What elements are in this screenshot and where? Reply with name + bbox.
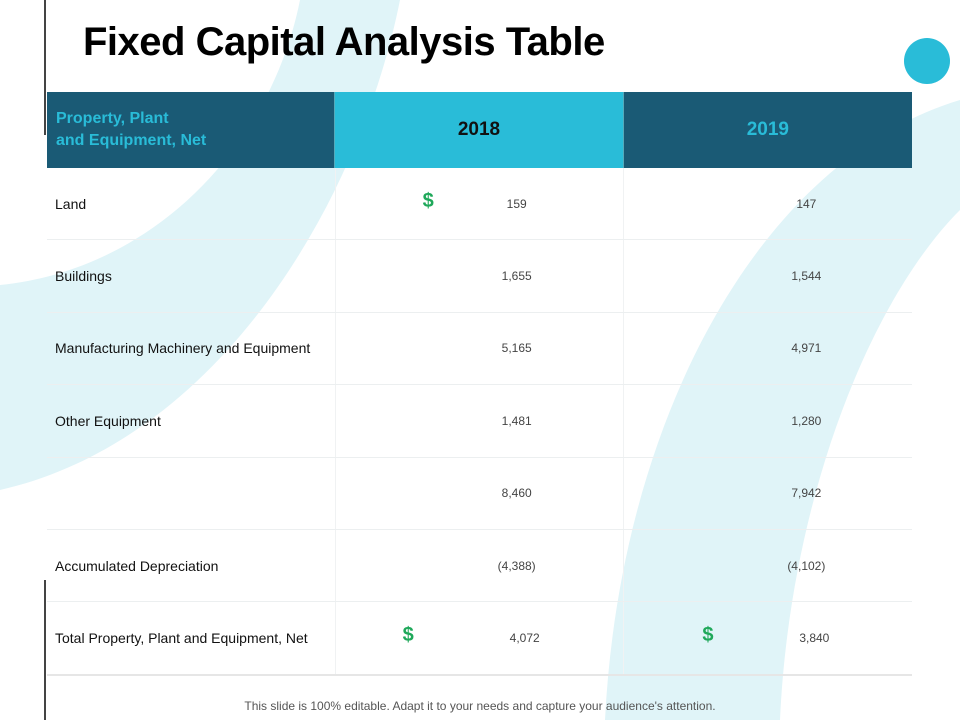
left-border-line (44, 580, 46, 720)
right-arc-shape (605, 100, 960, 720)
cell-2018: 1,655 (334, 240, 624, 312)
value-2018: 4,072 (509, 631, 540, 646)
row-label: Accumulated Depreciation (55, 557, 219, 574)
value-2019: 7,942 (791, 486, 822, 501)
table-row: Buildings 1,655 1,544 (47, 240, 912, 313)
decorative-circle (904, 38, 950, 84)
cell-2018: 5,165 (334, 312, 624, 385)
left-border-line (44, 0, 46, 135)
row-label: Land (55, 195, 87, 212)
row-label: Total Property, Plant and Equipment, Net (55, 630, 308, 647)
row-label: Other Equipment (55, 412, 161, 429)
cell-2019: 1,544 (623, 240, 912, 312)
value-2019: 147 (796, 196, 817, 211)
cell-2019: 1,280 (623, 385, 912, 457)
cell-2019: 4,971 (623, 312, 912, 385)
cell-2018: 8,460 (334, 457, 624, 529)
value-2019: 1,544 (791, 269, 822, 284)
dollar-icon: $ (422, 189, 434, 212)
row-label: Manufacturing Machinery and Equipment (55, 340, 311, 357)
row-label (47, 458, 335, 529)
dollar-icon: $ (702, 624, 714, 647)
table-row: Manufacturing Machinery and Equipment 5,… (47, 312, 912, 386)
value-2018: 1,481 (501, 413, 532, 428)
value-2018: 8,460 (501, 486, 532, 501)
table-header: Property, Plant and Equipment, Net 2018 … (47, 92, 912, 168)
header-2019: 2019 (623, 92, 912, 168)
cell-2019: $3,840 (623, 602, 912, 674)
table-row: Land $159 147 (47, 168, 912, 241)
value-2019: 3,840 (799, 631, 830, 646)
cell-2018: $4,072 (334, 602, 624, 674)
dollar-icon: $ (402, 624, 414, 647)
value-2019: (4,102) (787, 558, 826, 573)
table-row: Accumulated Depreciation (4,388) (4,102) (47, 529, 912, 603)
value-2018: 1,655 (501, 269, 532, 284)
header-2018: 2018 (334, 92, 624, 168)
table-row: 8,460 7,942 (47, 457, 912, 530)
table-row: Total Property, Plant and Equipment, Net… (47, 602, 912, 676)
value-2019: 4,971 (791, 341, 822, 356)
page-title: Fixed Capital Analysis Table (83, 20, 605, 64)
footer-note: This slide is 100% editable. Adapt it to… (244, 699, 716, 713)
fixed-capital-table: Property, Plant and Equipment, Net 2018 … (47, 92, 912, 676)
cell-2019: 147 (623, 168, 912, 240)
cell-2018: (4,388) (334, 529, 624, 602)
cell-2018: 1,481 (334, 385, 624, 457)
value-2018: (4,388) (497, 558, 536, 573)
value-2018: 159 (506, 196, 527, 211)
cell-2019: 7,942 (623, 457, 912, 529)
value-2019: 1,280 (791, 413, 822, 428)
value-2018: 5,165 (501, 341, 532, 356)
cell-2019: (4,102) (623, 529, 912, 602)
table-row: Other Equipment 1,481 1,280 (47, 385, 912, 458)
row-label: Buildings (55, 268, 112, 285)
header-category: Property, Plant and Equipment, Net (47, 92, 335, 168)
cell-2018: $159 (334, 168, 624, 240)
